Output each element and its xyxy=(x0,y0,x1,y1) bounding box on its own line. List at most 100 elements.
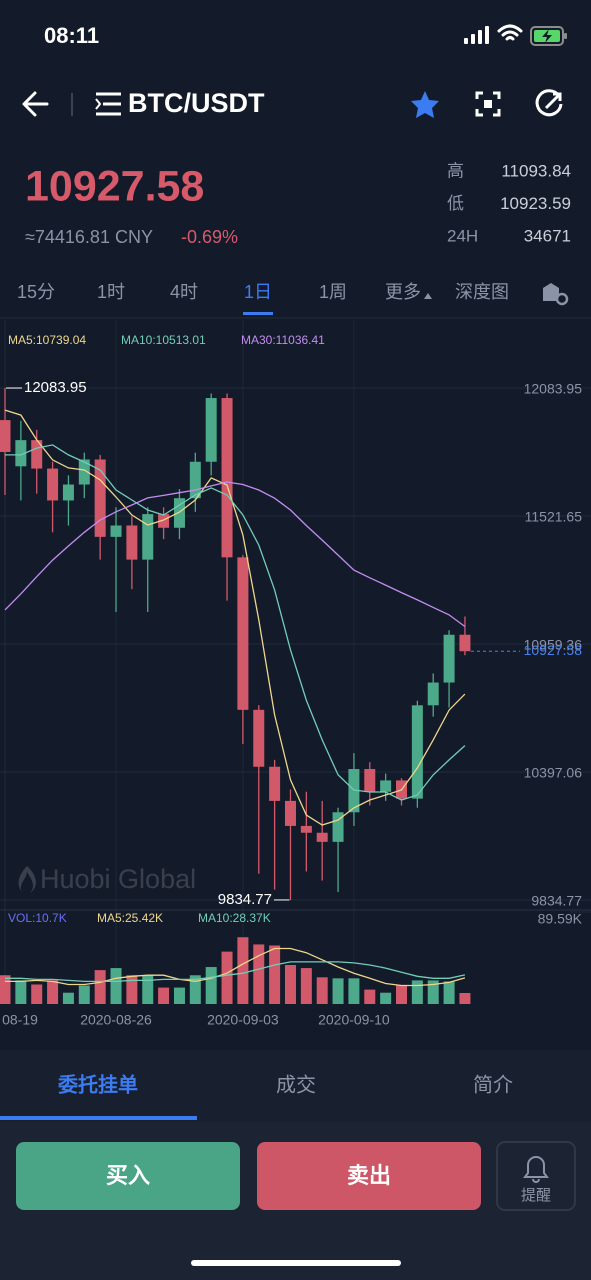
settings-icon[interactable] xyxy=(543,283,569,306)
volume-bar xyxy=(110,968,122,1004)
interval-tab[interactable]: 4时 xyxy=(170,282,198,302)
candle-body xyxy=(443,634,455,683)
y-tick-label: 12083.95 xyxy=(524,381,583,397)
last-price-label: 10927.58 xyxy=(524,642,583,658)
stat-value: 11093.84 xyxy=(501,161,571,180)
interval-tab[interactable]: 15分 xyxy=(17,282,55,302)
alert-button[interactable] xyxy=(496,1141,576,1211)
volume-bar xyxy=(158,987,170,1004)
tabs-band xyxy=(0,1050,591,1122)
max-marker-label: 12083.95 xyxy=(24,379,87,396)
change-percent: -0.69% xyxy=(181,227,238,247)
watermark: Huobi Global xyxy=(18,864,196,894)
candle-body xyxy=(47,468,59,501)
volume-bar xyxy=(173,987,185,1004)
order-tab[interactable]: 简介 xyxy=(473,1073,513,1096)
interval-tab[interactable]: 1日 xyxy=(244,282,272,302)
interval-tab[interactable]: 1周 xyxy=(319,282,347,302)
dropdown-caret xyxy=(424,293,432,299)
volume-bar xyxy=(380,992,392,1004)
volume-bar xyxy=(348,978,360,1004)
ma-legend: MA30:11036.41 xyxy=(241,333,325,347)
volume-legend: VOL:10.7K xyxy=(8,911,67,925)
candle-body xyxy=(380,780,392,792)
y-tick-label: 11521.65 xyxy=(525,509,583,525)
buy-label: 买入 xyxy=(106,1163,150,1188)
volume-bar xyxy=(237,937,249,1004)
candle-body xyxy=(158,514,170,528)
order-tab[interactable]: 成交 xyxy=(276,1073,316,1096)
ticker-stats: 高 11093.84 低 10923.59 24H 34671 xyxy=(447,161,571,245)
home-indicator xyxy=(191,1260,401,1266)
watermark-text: Huobi Global xyxy=(40,864,196,894)
ma-line xyxy=(4,409,466,826)
ma-legend: MA5:10739.04 xyxy=(8,333,86,347)
min-marker-label: 9834.77 xyxy=(218,891,272,908)
y-tick-label: 10959.36 xyxy=(524,637,583,653)
candle-body xyxy=(253,709,265,767)
interval-tabs: 15分 1时 4时 1日 1周 更多 深度图 xyxy=(17,282,509,315)
volume-bar xyxy=(142,975,154,1004)
cny-price: ≈74416.81 CNY xyxy=(25,227,153,247)
volume-bar xyxy=(31,984,43,1004)
buy-button[interactable] xyxy=(16,1142,240,1210)
order-tab[interactable]: 委托挂单 xyxy=(57,1072,138,1096)
volume-ma-legend: MA5:25.42K xyxy=(97,911,163,925)
ma-legend: MA10:10513.01 xyxy=(121,333,206,347)
signal-icon xyxy=(464,26,489,44)
volume-bar xyxy=(396,985,407,1004)
order-tabs: 委托挂单 成交 简介 xyxy=(0,1072,513,1120)
wifi-icon xyxy=(497,24,523,41)
volume-bar xyxy=(94,970,106,1004)
candle-body xyxy=(31,440,43,469)
volume-bar xyxy=(284,964,296,1004)
x-tick-label: 2020-09-10 xyxy=(318,1012,390,1028)
candle-body xyxy=(269,766,281,801)
interval-tab[interactable]: 深度图 xyxy=(455,282,509,302)
interval-tab[interactable]: 1时 xyxy=(97,282,125,302)
trade-icon[interactable] xyxy=(535,89,563,117)
candle-body xyxy=(237,557,249,710)
stat-label: 24H xyxy=(447,226,478,245)
y-tick-label: 10397.06 xyxy=(524,765,583,781)
candle-body xyxy=(459,634,471,652)
x-tick-label: 08-19 xyxy=(2,1012,38,1028)
interval-tab[interactable]: 更多 xyxy=(385,282,421,302)
candle-body xyxy=(316,832,328,842)
pair-title[interactable]: BTC/USDT xyxy=(128,88,265,118)
alert-label: 提醒 xyxy=(521,1187,551,1204)
candle-body xyxy=(427,682,439,706)
menu-icon[interactable] xyxy=(95,92,121,116)
candle-body xyxy=(364,769,376,792)
ma-line xyxy=(5,444,466,801)
volume-bar xyxy=(269,945,281,1004)
candle-body xyxy=(62,484,74,501)
stat-label: 高 xyxy=(447,161,464,180)
candle-body xyxy=(332,812,344,842)
bell-icon xyxy=(523,1156,549,1183)
volume-bar xyxy=(47,980,59,1004)
volume-bar xyxy=(189,975,201,1004)
kline-chart: 12083.95 11521.65 10959.36 10397.06 9834.77 M… xyxy=(0,320,591,1028)
sell-button[interactable] xyxy=(257,1142,481,1210)
candle-body xyxy=(205,398,217,462)
volume-bar xyxy=(364,989,376,1004)
candle-body xyxy=(110,525,122,537)
volume-bar xyxy=(78,985,90,1004)
sell-label: 卖出 xyxy=(347,1163,391,1188)
back-button[interactable] xyxy=(22,91,49,117)
volume-bar xyxy=(221,951,233,1004)
fullscreen-icon[interactable] xyxy=(475,91,501,117)
candle-body xyxy=(189,461,201,499)
candle-body xyxy=(411,705,423,799)
candle-body xyxy=(94,459,106,537)
volume-bar xyxy=(411,980,423,1004)
active-tab-underline xyxy=(0,1116,197,1120)
x-tick-label: 2020-09-03 xyxy=(207,1012,279,1028)
favorite-star[interactable] xyxy=(411,91,439,118)
y-tick-label: 9834.77 xyxy=(531,893,582,909)
battery-icon xyxy=(530,26,567,46)
volume-ma-line xyxy=(5,961,466,983)
volume-bar xyxy=(300,968,312,1004)
